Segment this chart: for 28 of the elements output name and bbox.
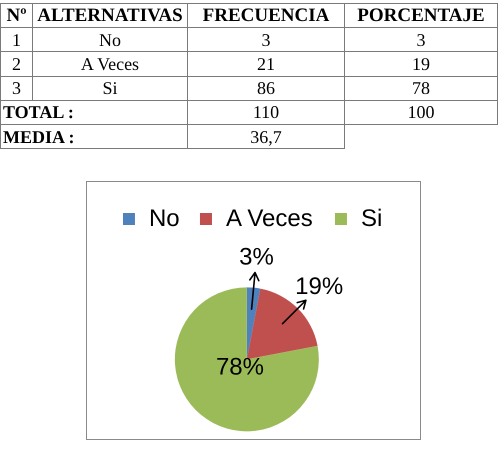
category-label: Nº <box>0 4 32 28</box>
text: No <box>99 30 121 50</box>
text: 86 <box>257 78 275 98</box>
text: 3 <box>262 30 270 50</box>
text: 1 <box>12 30 21 50</box>
text: 110 <box>252 102 280 122</box>
text: 19 <box>412 54 430 74</box>
text: Si <box>102 78 118 98</box>
text: 21 <box>257 54 275 74</box>
data-label: 19% <box>295 273 344 300</box>
data-label: 78% <box>216 354 264 381</box>
legend-label: Si <box>360 205 382 232</box>
text: 3 <box>416 30 426 50</box>
legend-label: A Veces <box>226 205 313 232</box>
text: 100 <box>408 102 434 122</box>
text: A Veces <box>80 54 140 74</box>
text: MEDIA : <box>3 126 74 147</box>
data-label: 3% <box>239 244 274 271</box>
legend-label: No <box>148 205 180 232</box>
text: 2 <box>12 54 21 74</box>
pie-slice <box>246 287 260 360</box>
category-label: FRECUENCIA <box>188 4 344 28</box>
text: TOTAL : <box>3 102 74 122</box>
category-label: PORCENTAJE <box>344 4 498 28</box>
text: 78 <box>412 78 430 98</box>
text: 36,7 <box>250 126 282 147</box>
category-label: ALTERNATIVAS <box>32 4 188 28</box>
text: 3 <box>12 78 21 98</box>
